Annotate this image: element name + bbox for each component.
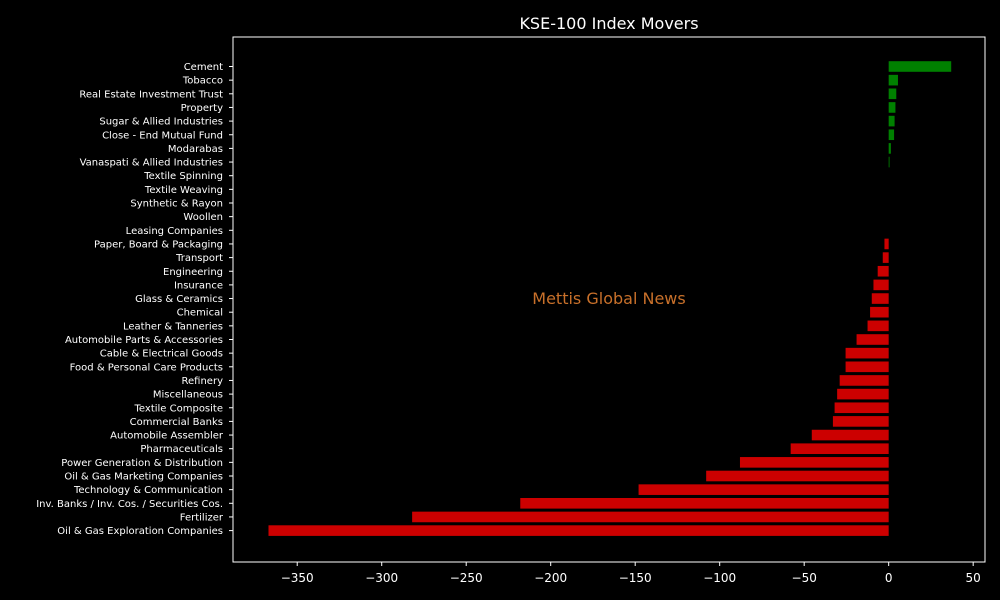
category-label: Modarabas: [168, 144, 223, 155]
category-label: Chemical: [177, 308, 223, 319]
category-label: Textile Spinning: [143, 171, 223, 182]
chart-title: KSE-100 Index Movers: [519, 14, 698, 33]
bar: [832, 416, 889, 427]
watermark-annotation: Mettis Global News: [532, 289, 685, 308]
category-label: Real Estate Investment Trust: [79, 89, 223, 100]
x-tick-label: 0: [885, 571, 893, 585]
bar: [867, 320, 889, 332]
category-label: Inv. Banks / Inv. Cos. / Securities Cos.: [36, 499, 223, 510]
bar: [888, 115, 895, 127]
bar: [888, 129, 895, 141]
bar: [888, 74, 898, 86]
bar: [888, 102, 896, 113]
bar: [877, 265, 889, 277]
bar: [871, 293, 889, 304]
category-label: Engineering: [163, 267, 223, 278]
bar: [870, 306, 889, 318]
category-label: Commercial Banks: [130, 417, 223, 428]
bar: [811, 429, 889, 441]
bar: [873, 279, 889, 291]
bar: [638, 484, 889, 495]
bar: [888, 156, 890, 168]
category-label: Property: [181, 103, 223, 114]
category-label: Sugar & Allied Industries: [99, 117, 223, 128]
bar: [888, 88, 897, 100]
bars-layer: [268, 61, 952, 536]
category-label: Glass & Ceramics: [135, 294, 223, 305]
category-label: Synthetic & Rayon: [130, 199, 223, 210]
category-label: Automobile Assembler: [110, 431, 224, 442]
category-label: Technology & Communication: [73, 485, 223, 496]
x-tick-label: 50: [966, 571, 981, 585]
category-label: Leather & Tanneries: [123, 321, 223, 332]
category-label: Automobile Parts & Accessories: [65, 335, 223, 346]
bar: [845, 347, 889, 359]
bar: [268, 525, 889, 536]
x-tick-label: −50: [792, 571, 817, 585]
bar: [888, 61, 952, 72]
category-label: Fertilizer: [180, 512, 224, 523]
x-tick-label: −300: [365, 571, 398, 585]
x-tick-label: −150: [619, 571, 652, 585]
category-label: Transport: [175, 253, 223, 264]
bar: [839, 375, 889, 386]
bar: [790, 443, 889, 454]
category-label: Oil & Gas Exploration Companies: [57, 526, 223, 537]
category-label: Close - End Mutual Fund: [102, 130, 223, 141]
category-label: Textile Composite: [134, 403, 223, 414]
category-label: Leasing Companies: [126, 226, 223, 237]
category-label: Cable & Electrical Goods: [100, 349, 223, 360]
bar: [834, 402, 889, 414]
category-label: Tobacco: [182, 76, 223, 87]
category-label: Woollen: [183, 212, 223, 223]
category-label: Miscellaneous: [153, 390, 223, 401]
axes-frame: [232, 36, 986, 563]
x-axis-ticks: −350 −300 −250 −200 −150 −100 −50 0 50: [281, 562, 981, 585]
bar: [884, 238, 889, 250]
bar: [706, 470, 889, 482]
bar: [739, 457, 889, 468]
category-labels: Cement Tobacco Real Estate Investment Trus…: [36, 62, 233, 537]
category-label: Paper, Board & Packaging: [94, 239, 223, 250]
x-tick-label: −200: [534, 571, 567, 585]
category-label: Refinery: [182, 376, 224, 387]
category-label: Food & Personal Care Products: [70, 362, 223, 373]
category-label: Insurance: [174, 280, 223, 291]
category-label: Power Generation & Distribution: [61, 458, 223, 469]
bar: [412, 511, 889, 523]
x-tick-label: −250: [450, 571, 483, 585]
category-label: Textile Weaving: [144, 185, 223, 196]
category-label: Vanaspati & Allied Industries: [80, 158, 223, 169]
bar: [856, 334, 889, 345]
category-label: Pharmaceuticals: [140, 444, 223, 455]
bar: [888, 143, 891, 154]
category-label: Oil & Gas Marketing Companies: [64, 472, 223, 483]
x-tick-label: −100: [703, 571, 736, 585]
x-tick-label: −350: [281, 571, 314, 585]
bar: [845, 361, 889, 373]
bar: [520, 498, 889, 509]
bar: [882, 252, 889, 263]
bar: [837, 388, 889, 400]
category-label: Cement: [184, 62, 223, 73]
